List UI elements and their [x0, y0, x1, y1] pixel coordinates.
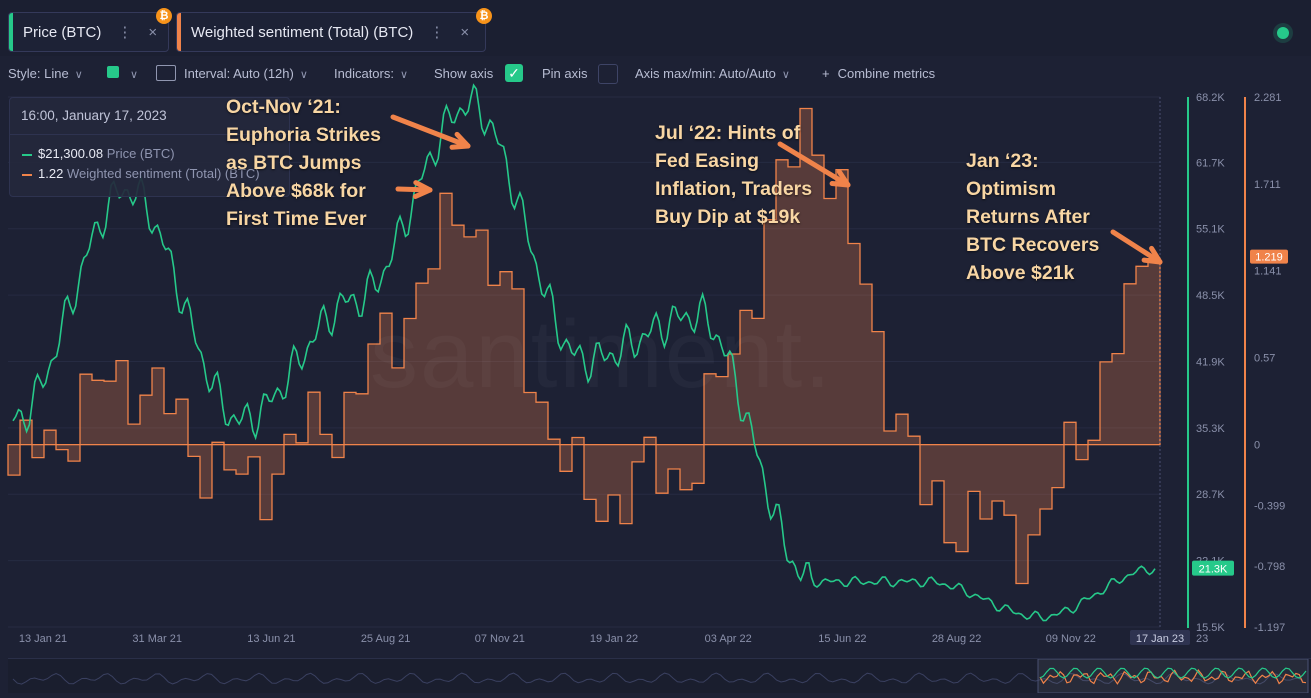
annotation-line: Euphoria Strikes [226, 121, 381, 149]
annotation-line: Jan ‘23: [966, 147, 1099, 175]
navigator-preview [8, 659, 1311, 693]
watermark: santiment. [370, 300, 833, 410]
price-name: Price (BTC) [107, 146, 175, 161]
x-axis-tick: 28 Aug 22 [932, 633, 982, 645]
annotation-line: Buy Dip at $19k [655, 203, 812, 231]
annotation-line: Fed Easing [655, 147, 812, 175]
legend-swatch [22, 154, 32, 156]
sentiment-axis-tick: 2.281 [1254, 92, 1282, 104]
sentiment-axis-tick: -0.399 [1254, 500, 1285, 512]
price-axis-tick: 41.9K [1196, 356, 1225, 368]
x-axis-tick: 03 Apr 22 [705, 633, 752, 645]
tooltip-sentiment-row: 1.22 Weighted sentiment (Total) (BTC) [22, 166, 260, 181]
x-axis-tick: 23 [1196, 633, 1208, 645]
annotation-jul-22: Jul ‘22: Hints of Fed Easing Inflation, … [655, 119, 812, 231]
x-axis-tick: 07 Nov 21 [475, 633, 525, 645]
price-last-value: 21.3K [1199, 564, 1228, 576]
sentiment-value: 1.22 [38, 166, 63, 181]
x-axis-tick: 13 Jan 21 [19, 633, 67, 645]
price-axis-tick: 35.3K [1196, 423, 1225, 435]
range-navigator[interactable] [8, 658, 1311, 693]
annotation-line: Returns After [966, 203, 1099, 231]
x-axis-tick: 19 Jan 22 [590, 633, 638, 645]
price-axis-tick: 28.7K [1196, 489, 1225, 501]
sentiment-axis-tick: 1.711 [1254, 179, 1281, 191]
sentiment-axis-tick: 1.141 [1254, 266, 1282, 278]
x-axis-tick: 09 Nov 22 [1046, 633, 1096, 645]
price-value: $21,300.08 [38, 146, 103, 161]
sentiment-axis-tick: 0.57 [1254, 353, 1275, 365]
tooltip-date: 16:00, January 17, 2023 [21, 108, 167, 123]
price-axis-tick: 55.1K [1196, 224, 1225, 236]
price-axis-tick: 48.5K [1196, 290, 1225, 302]
annotation-line: Optimism [966, 175, 1099, 203]
annotation-oct-nov-21: Oct-Nov ‘21: Euphoria Strikes as BTC Jum… [226, 93, 381, 233]
x-axis-tick: 25 Aug 21 [361, 633, 411, 645]
x-axis-tick: 31 Mar 21 [132, 633, 182, 645]
sentiment-axis-tick: -0.798 [1254, 561, 1285, 573]
annotation-line: Above $68k for [226, 177, 381, 205]
annotation-jan-23: Jan ‘23: Optimism Returns After BTC Reco… [966, 147, 1099, 287]
sentiment-axis-tick: -1.197 [1254, 622, 1285, 634]
tooltip-price-row: $21,300.08 Price (BTC) [22, 146, 175, 161]
price-axis-tick: 68.2K [1196, 92, 1225, 104]
x-axis-tick: 13 Jun 21 [247, 633, 295, 645]
annotation-line: Inflation, Traders [655, 175, 812, 203]
annotation-line: as BTC Jumps [226, 149, 381, 177]
x-axis-tick: 15 Jun 22 [818, 633, 866, 645]
annotation-arrow [393, 117, 468, 146]
legend-swatch [22, 174, 32, 176]
price-axis-tick: 61.7K [1196, 157, 1225, 169]
annotation-line: Above $21k [966, 259, 1099, 287]
annotation-line: BTC Recovers [966, 231, 1099, 259]
annotation-line: Oct-Nov ‘21: [226, 93, 381, 121]
sentiment-last-value: 1.219 [1255, 252, 1283, 264]
annotation-line: First Time Ever [226, 205, 381, 233]
annotation-line: Jul ‘22: Hints of [655, 119, 812, 147]
crosshair-date-label: 17 Jan 23 [1136, 633, 1184, 645]
sentiment-axis-tick: 0 [1254, 440, 1260, 452]
